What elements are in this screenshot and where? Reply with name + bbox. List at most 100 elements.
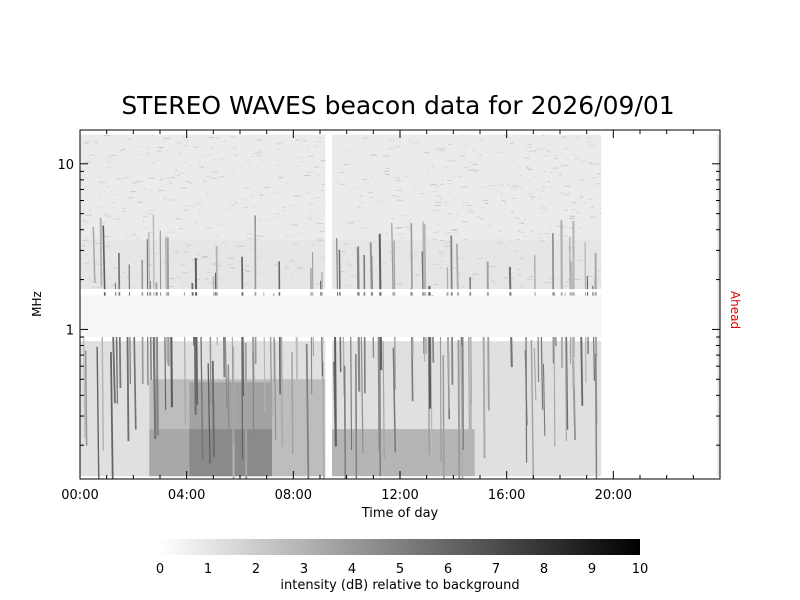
noise-speck (164, 196, 168, 198)
noise-speck (389, 139, 395, 141)
noise-speck (160, 147, 162, 149)
noise-speck (217, 261, 221, 263)
x-tick-label: 04:00 (168, 488, 205, 503)
noise-speck (570, 180, 574, 182)
noise-speck (165, 177, 172, 179)
noise-speck (102, 222, 106, 224)
noise-speck (350, 138, 357, 140)
noise-speck (248, 225, 254, 227)
noise-speck (171, 274, 175, 276)
noise-speck (256, 155, 262, 157)
noise-speck (174, 252, 179, 254)
noise-speck (479, 186, 487, 188)
noise-speck (114, 138, 119, 140)
noise-speck (478, 240, 483, 242)
edge-column (717, 134, 721, 477)
noise-speck (391, 161, 398, 163)
noise-speck (187, 178, 195, 180)
noise-speck (265, 157, 269, 159)
noise-speck (437, 260, 444, 262)
burst-streak (273, 339, 277, 441)
noise-speck (218, 158, 226, 160)
noise-speck (461, 159, 467, 161)
noise-speck (512, 185, 519, 187)
noise-speck (567, 278, 572, 280)
burst-streak (382, 341, 385, 460)
noise-speck (498, 276, 502, 278)
noise-speck (273, 216, 278, 218)
noise-speck (265, 219, 272, 221)
burst-streak (291, 352, 294, 454)
burst-streak (468, 329, 470, 429)
noise-speck (569, 215, 576, 217)
noise-speck (539, 162, 546, 164)
burst-streak (565, 327, 569, 430)
plot-area (80, 131, 721, 480)
noise-speck (106, 278, 109, 280)
noise-speck (272, 216, 274, 218)
noise-speck (306, 146, 308, 148)
noise-speck (507, 163, 511, 165)
chart-title: STEREO WAVES beacon data for 2026/09/01 (121, 91, 674, 120)
noise-speck (207, 254, 210, 256)
colorbar-tick-label: 10 (632, 562, 649, 577)
noise-speck (166, 183, 170, 185)
noise-speck (524, 157, 530, 159)
noise-speck (420, 267, 423, 269)
noise-speck (244, 265, 251, 267)
noise-speck (566, 158, 570, 160)
noise-speck (208, 137, 215, 139)
x-tick-label: 12:00 (381, 488, 418, 503)
noise-speck (428, 149, 431, 151)
noise-speck (234, 154, 239, 156)
noise-speck (275, 213, 280, 215)
noise-speck (588, 137, 595, 139)
noise-speck (508, 240, 513, 242)
noise-speck (211, 171, 219, 173)
noise-speck (136, 237, 139, 239)
noise-speck (459, 186, 462, 188)
noise-speck (544, 233, 549, 235)
noise-speck (188, 205, 191, 207)
noise-speck (87, 167, 91, 169)
noise-speck (324, 272, 326, 274)
noise-speck (500, 193, 503, 195)
noise-speck (286, 263, 293, 265)
noise-speck (213, 144, 219, 146)
noise-speck (189, 245, 191, 247)
noise-speck (147, 154, 152, 156)
noise-speck (542, 135, 545, 137)
noise-speck (174, 250, 177, 252)
noise-speck (232, 255, 235, 257)
noise-speck (552, 167, 558, 169)
noise-speck (439, 239, 445, 241)
noise-speck (291, 253, 295, 255)
noise-speck (142, 273, 148, 275)
colorbar-tick-label: 0 (156, 562, 164, 577)
x-tick-label: 00:00 (61, 488, 98, 503)
noise-speck (526, 151, 529, 153)
noise-speck (531, 230, 534, 232)
burst-streak (594, 353, 598, 480)
noise-speck (498, 151, 504, 153)
noise-speck (464, 238, 467, 240)
noise-speck (351, 221, 354, 223)
noise-speck (567, 247, 574, 249)
noise-speck (188, 244, 192, 246)
noise-speck (240, 217, 246, 219)
noise-speck (290, 260, 295, 262)
noise-speck (542, 186, 546, 188)
noise-speck (180, 187, 187, 189)
noise-speck (513, 146, 515, 148)
noise-speck (232, 172, 236, 174)
noise-speck (201, 166, 205, 168)
noise-speck (371, 270, 378, 272)
noise-speck (94, 157, 96, 159)
colorbar-tick-label: 9 (588, 562, 596, 577)
noise-speck (561, 136, 567, 138)
noise-speck (444, 245, 451, 247)
noise-speck (150, 189, 152, 191)
noise-speck (356, 187, 360, 189)
noise-speck (543, 170, 547, 172)
burst-streak (442, 355, 445, 480)
